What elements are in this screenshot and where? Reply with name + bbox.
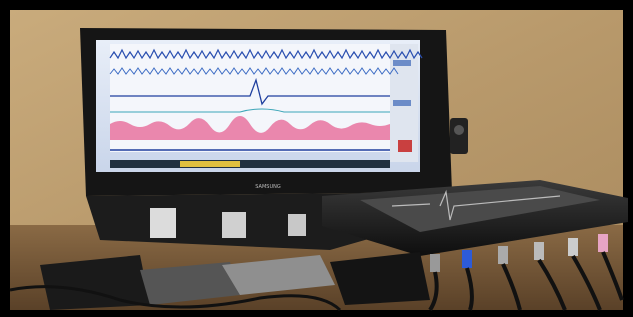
camera-lens <box>454 125 464 135</box>
plug <box>598 234 608 252</box>
page: SAMSUNG (() => { const data = JSON.parse… <box>0 0 633 317</box>
plug <box>534 242 544 260</box>
laptop-brand: SAMSUNG <box>255 184 281 190</box>
connector <box>222 212 246 238</box>
plug <box>430 254 440 272</box>
timeline <box>110 160 390 168</box>
side-button <box>393 100 411 106</box>
connector <box>150 208 176 238</box>
side-button <box>393 60 411 66</box>
plug <box>568 238 578 256</box>
plug <box>462 250 472 268</box>
plug <box>498 246 508 264</box>
scene: SAMSUNG <box>0 0 633 317</box>
side-indicator <box>398 140 412 152</box>
connector <box>288 214 306 236</box>
camera <box>450 118 468 154</box>
timeline-marker <box>180 161 240 167</box>
